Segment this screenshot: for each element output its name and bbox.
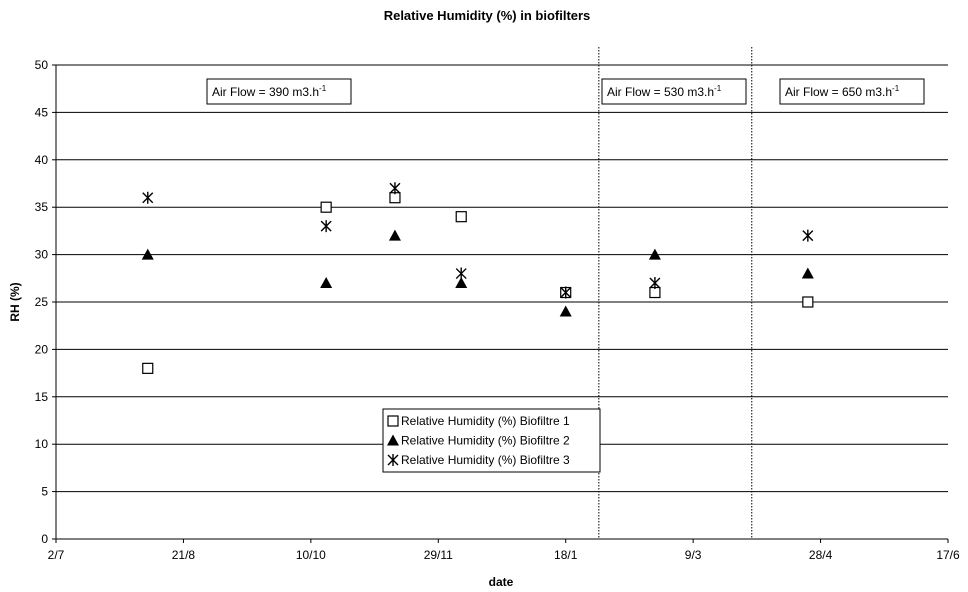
x-tick-label: 28/4 <box>809 548 833 562</box>
y-tick-label: 40 <box>35 153 49 167</box>
y-tick-label: 15 <box>35 390 49 404</box>
y-tick-label: 35 <box>35 200 49 214</box>
air-flow-box <box>206 78 352 105</box>
data-point-biofiltre-2 <box>801 267 814 279</box>
air-flow-label: Air Flow = 390 m3.h-1 <box>212 84 327 99</box>
legend-marker <box>387 454 399 466</box>
x-tick-label: 29/11 <box>424 548 453 562</box>
data-point-biofiltre-3 <box>455 267 467 280</box>
data-point-biofiltre-2 <box>141 248 154 260</box>
chart-title: Relative Humidity (%) in biofilters <box>384 8 591 23</box>
air-flow-box <box>601 78 747 105</box>
data-point-biofiltre-3 <box>649 277 661 290</box>
x-tick-label: 9/3 <box>685 548 702 562</box>
x-tick-label: 21/8 <box>172 548 196 562</box>
data-point-biofiltre-3 <box>560 286 572 299</box>
data-point-biofiltre-1 <box>455 211 467 223</box>
legend-entry: Relative Humidity (%) Biofiltre 1 <box>401 414 570 428</box>
data-point-biofiltre-3 <box>802 229 814 242</box>
data-point-biofiltre-3 <box>320 220 332 233</box>
legend-entry: Relative Humidity (%) Biofiltre 2 <box>401 434 570 448</box>
data-points <box>141 182 814 374</box>
y-tick-label: 25 <box>35 295 49 309</box>
x-tick-label: 2/7 <box>48 548 65 562</box>
x-tick-label: 10/10 <box>296 548 326 562</box>
gridlines <box>52 64 948 540</box>
legend-marker <box>387 434 399 446</box>
y-tick-label: 50 <box>35 58 49 72</box>
data-point-biofiltre-3 <box>142 191 154 204</box>
data-point-biofiltre-1 <box>320 201 332 213</box>
data-point-biofiltre-3 <box>389 182 401 195</box>
y-tick-label: 0 <box>41 532 48 546</box>
data-point-biofiltre-2 <box>388 229 401 241</box>
axes <box>55 65 948 540</box>
y-tick-label: 20 <box>35 342 49 356</box>
y-tick-label: 5 <box>41 485 48 499</box>
air-flow-label: Air Flow = 650 m3.h-1 <box>785 84 900 99</box>
y-axis-label: RH (%) <box>8 282 22 321</box>
x-tick-label: 17/6 <box>936 548 960 562</box>
y-tick-labels: 0 5 10 15 20 25 30 35 40 45 50 <box>35 58 49 546</box>
data-point-biofiltre-2 <box>455 277 468 289</box>
x-tick-labels: 2/7 21/8 10/10 29/11 18/1 9/3 28/4 17/6 <box>48 539 960 562</box>
y-tick-label: 10 <box>35 437 49 451</box>
data-point-biofiltre-1 <box>142 362 154 374</box>
data-point-biofiltre-2 <box>648 248 661 260</box>
air-flow-boundaries <box>598 47 753 539</box>
x-axis-label: date <box>489 575 514 589</box>
legend-entry: Relative Humidity (%) Biofiltre 3 <box>401 453 570 467</box>
y-tick-label: 30 <box>35 248 49 262</box>
legend-marker <box>387 415 399 427</box>
legend: Relative Humidity (%) Biofiltre 1 Relativ… <box>382 408 601 473</box>
data-point-biofiltre-2 <box>559 305 572 317</box>
x-tick-label: 18/1 <box>554 548 578 562</box>
legend-box <box>382 408 601 473</box>
data-point-biofiltre-1 <box>802 296 814 308</box>
data-point-biofiltre-2 <box>320 277 333 289</box>
air-flow-annotations: Air Flow = 390 m3.h-1 Air Flow = 530 m3.h… <box>206 78 925 105</box>
y-tick-label: 45 <box>35 105 49 119</box>
air-flow-box <box>779 78 925 105</box>
air-flow-label: Air Flow = 530 m3.h-1 <box>607 84 722 99</box>
